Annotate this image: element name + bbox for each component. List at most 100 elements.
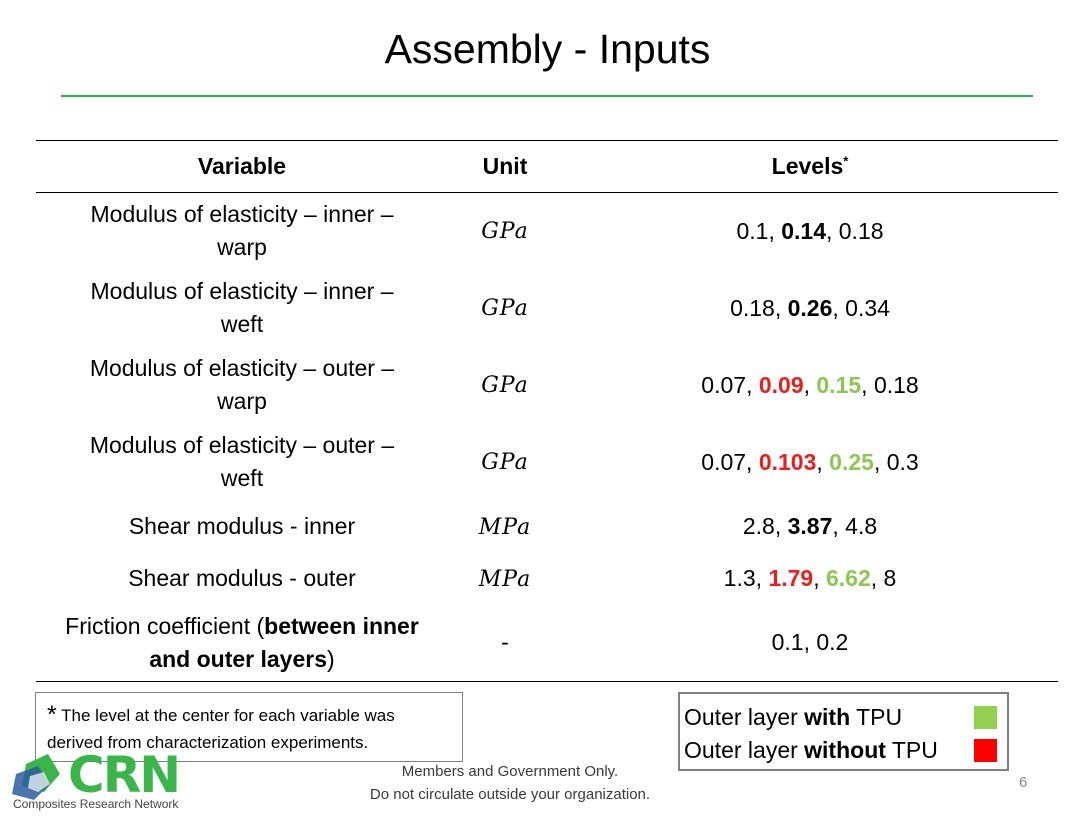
level-value: , bbox=[746, 371, 759, 398]
level-value: 0.1, 0.2 bbox=[771, 629, 849, 656]
level-value: 2.8 bbox=[742, 513, 775, 539]
variable-text: Modulus of elasticity – outer – bbox=[89, 355, 395, 381]
level-value: 0.34 bbox=[845, 294, 890, 321]
footer-line2: Do not circulate outside your organizati… bbox=[369, 786, 651, 803]
variable-text: weft bbox=[220, 465, 264, 491]
title-underline bbox=[61, 95, 1033, 97]
level-value: 0.1 bbox=[736, 217, 769, 244]
level-value: 0.07 bbox=[701, 371, 747, 398]
unit-cell: MPa bbox=[448, 553, 562, 605]
variable-cell: Shear modulus - outer bbox=[36, 553, 448, 605]
variable-cell: Modulus of elasticity – inner – warp bbox=[36, 193, 448, 270]
variable-text: Modulus of elasticity – inner – bbox=[90, 278, 394, 304]
unit-text: GPa bbox=[481, 296, 529, 321]
header-variable: Variable bbox=[197, 153, 287, 179]
level-value: 0.07 bbox=[701, 448, 747, 475]
variable-text: Modulus of elasticity – inner – bbox=[90, 201, 394, 228]
legend-label-pre: Outer layer bbox=[684, 737, 805, 763]
unit-text: MPa bbox=[478, 566, 532, 592]
level-value: , bbox=[832, 294, 846, 321]
levels-cell: 0.07, 0.103, 0.25, 0.3 bbox=[562, 424, 1058, 501]
footnote-box: * The level at the center for each varia… bbox=[35, 692, 463, 762]
header-levels-label: Levels bbox=[771, 153, 844, 179]
level-value: , bbox=[832, 513, 846, 539]
unit-text: GPa bbox=[481, 450, 529, 475]
variable-text: ) bbox=[327, 645, 335, 672]
legend-swatch-green bbox=[974, 706, 997, 729]
variable-cell: Modulus of elasticity – outer – weft bbox=[36, 424, 448, 501]
variable-text: between inner bbox=[264, 612, 419, 639]
legend-item-with-tpu: Outer layer with TPU bbox=[684, 701, 1007, 734]
page-number: 6 bbox=[1019, 774, 1028, 791]
table-row: Modulus of elasticity – inner – weft GPa 0.… bbox=[36, 270, 1058, 347]
footnote-text-line2: derived from characterization experiment… bbox=[47, 733, 369, 752]
header-levels: Levels* bbox=[562, 141, 1058, 193]
footer-line1: Members and Government Only. bbox=[401, 763, 619, 780]
unit-text: GPa bbox=[481, 373, 529, 398]
footnote-text-line1: The level at the center for each variabl… bbox=[61, 706, 395, 725]
level-value: , bbox=[861, 371, 874, 398]
unit-cell: MPa bbox=[448, 501, 562, 553]
level-value: 1.79 bbox=[768, 565, 814, 591]
table-row: Modulus of elasticity – outer – weft GPa 0.… bbox=[36, 424, 1058, 501]
legend-label-pre: Outer layer bbox=[684, 704, 805, 730]
variable-text: and outer layers bbox=[149, 645, 327, 672]
crn-logo-subtitle: Composites Research Network bbox=[13, 797, 179, 811]
levels-cell: 2.8, 3.87, 4.8 bbox=[562, 501, 1058, 553]
variable-cell: Shear modulus - inner bbox=[36, 501, 448, 553]
variable-text: warp bbox=[217, 388, 267, 414]
level-value: 8 bbox=[883, 565, 897, 591]
crn-logo: CRN Composites Research Network bbox=[10, 746, 185, 814]
level-value: , bbox=[873, 448, 887, 475]
level-value: 0.09 bbox=[758, 371, 804, 398]
variable-cell: Friction coefficient (between inner and o… bbox=[36, 605, 448, 682]
legend-label-bold: without bbox=[804, 737, 886, 763]
legend-label-bold: with bbox=[804, 704, 851, 730]
level-value: , bbox=[825, 217, 839, 244]
levels-cell: 0.07, 0.09, 0.15, 0.18 bbox=[562, 347, 1058, 424]
levels-cell: 1.3, 1.79, 6.62, 8 bbox=[562, 553, 1058, 605]
unit-cell: - bbox=[448, 605, 562, 682]
unit-text: MPa bbox=[478, 514, 532, 540]
inputs-table: Variable Unit Levels* Modulus of elastic… bbox=[36, 140, 1058, 682]
variable-cell: Modulus of elasticity – outer – warp bbox=[36, 347, 448, 424]
levels-cell: 0.18, 0.26, 0.34 bbox=[562, 270, 1058, 347]
crn-logo-mark-icon bbox=[12, 754, 60, 800]
table-body: Modulus of elasticity – inner – warp GPa 0.… bbox=[36, 193, 1058, 682]
footnote-star: * bbox=[47, 701, 57, 729]
levels-cell: 0.1, 0.14, 0.18 bbox=[562, 193, 1058, 270]
header-levels-footnote-mark: * bbox=[843, 153, 849, 169]
level-value: 0.25 bbox=[829, 448, 874, 475]
variable-text: Friction coefficient ( bbox=[65, 612, 265, 639]
variable-text: warp bbox=[217, 234, 267, 261]
level-value: 1.3 bbox=[723, 565, 756, 591]
level-value: , bbox=[755, 565, 769, 591]
table-row: Shear modulus - outer MPa 1.3, 1.79, 6.62,… bbox=[36, 553, 1058, 605]
level-value: 0.14 bbox=[781, 217, 826, 244]
level-value: 0.3 bbox=[886, 448, 919, 475]
variable-text: weft bbox=[220, 311, 264, 337]
level-value: 0.18 bbox=[838, 217, 884, 244]
table-row: Modulus of elasticity – inner – warp GPa 0.… bbox=[36, 193, 1058, 270]
level-value: , bbox=[803, 371, 817, 398]
unit-text: - bbox=[501, 629, 509, 656]
levels-cell: 0.1, 0.2 bbox=[562, 605, 1058, 682]
level-value: 0.26 bbox=[787, 294, 833, 321]
table-row: Shear modulus - inner MPa 2.8, 3.87, 4.8 bbox=[36, 501, 1058, 553]
legend-label-post: TPU bbox=[885, 737, 938, 763]
level-value: , bbox=[774, 513, 788, 539]
variable-text: Shear modulus - inner bbox=[128, 513, 356, 539]
unit-cell: GPa bbox=[448, 270, 562, 347]
level-value: , bbox=[813, 565, 826, 591]
level-value: , bbox=[774, 294, 788, 321]
unit-cell: GPa bbox=[448, 193, 562, 270]
legend-swatch-red bbox=[974, 739, 997, 762]
level-value: , bbox=[870, 565, 884, 591]
level-value: 0.18 bbox=[873, 371, 919, 398]
variable-cell: Modulus of elasticity – inner – weft bbox=[36, 270, 448, 347]
unit-text: GPa bbox=[481, 219, 529, 245]
variable-text: Modulus of elasticity – outer – bbox=[89, 432, 395, 458]
level-value: 3.87 bbox=[787, 513, 833, 539]
unit-cell: GPa bbox=[448, 424, 562, 501]
page-title: Assembly - Inputs bbox=[384, 26, 711, 72]
